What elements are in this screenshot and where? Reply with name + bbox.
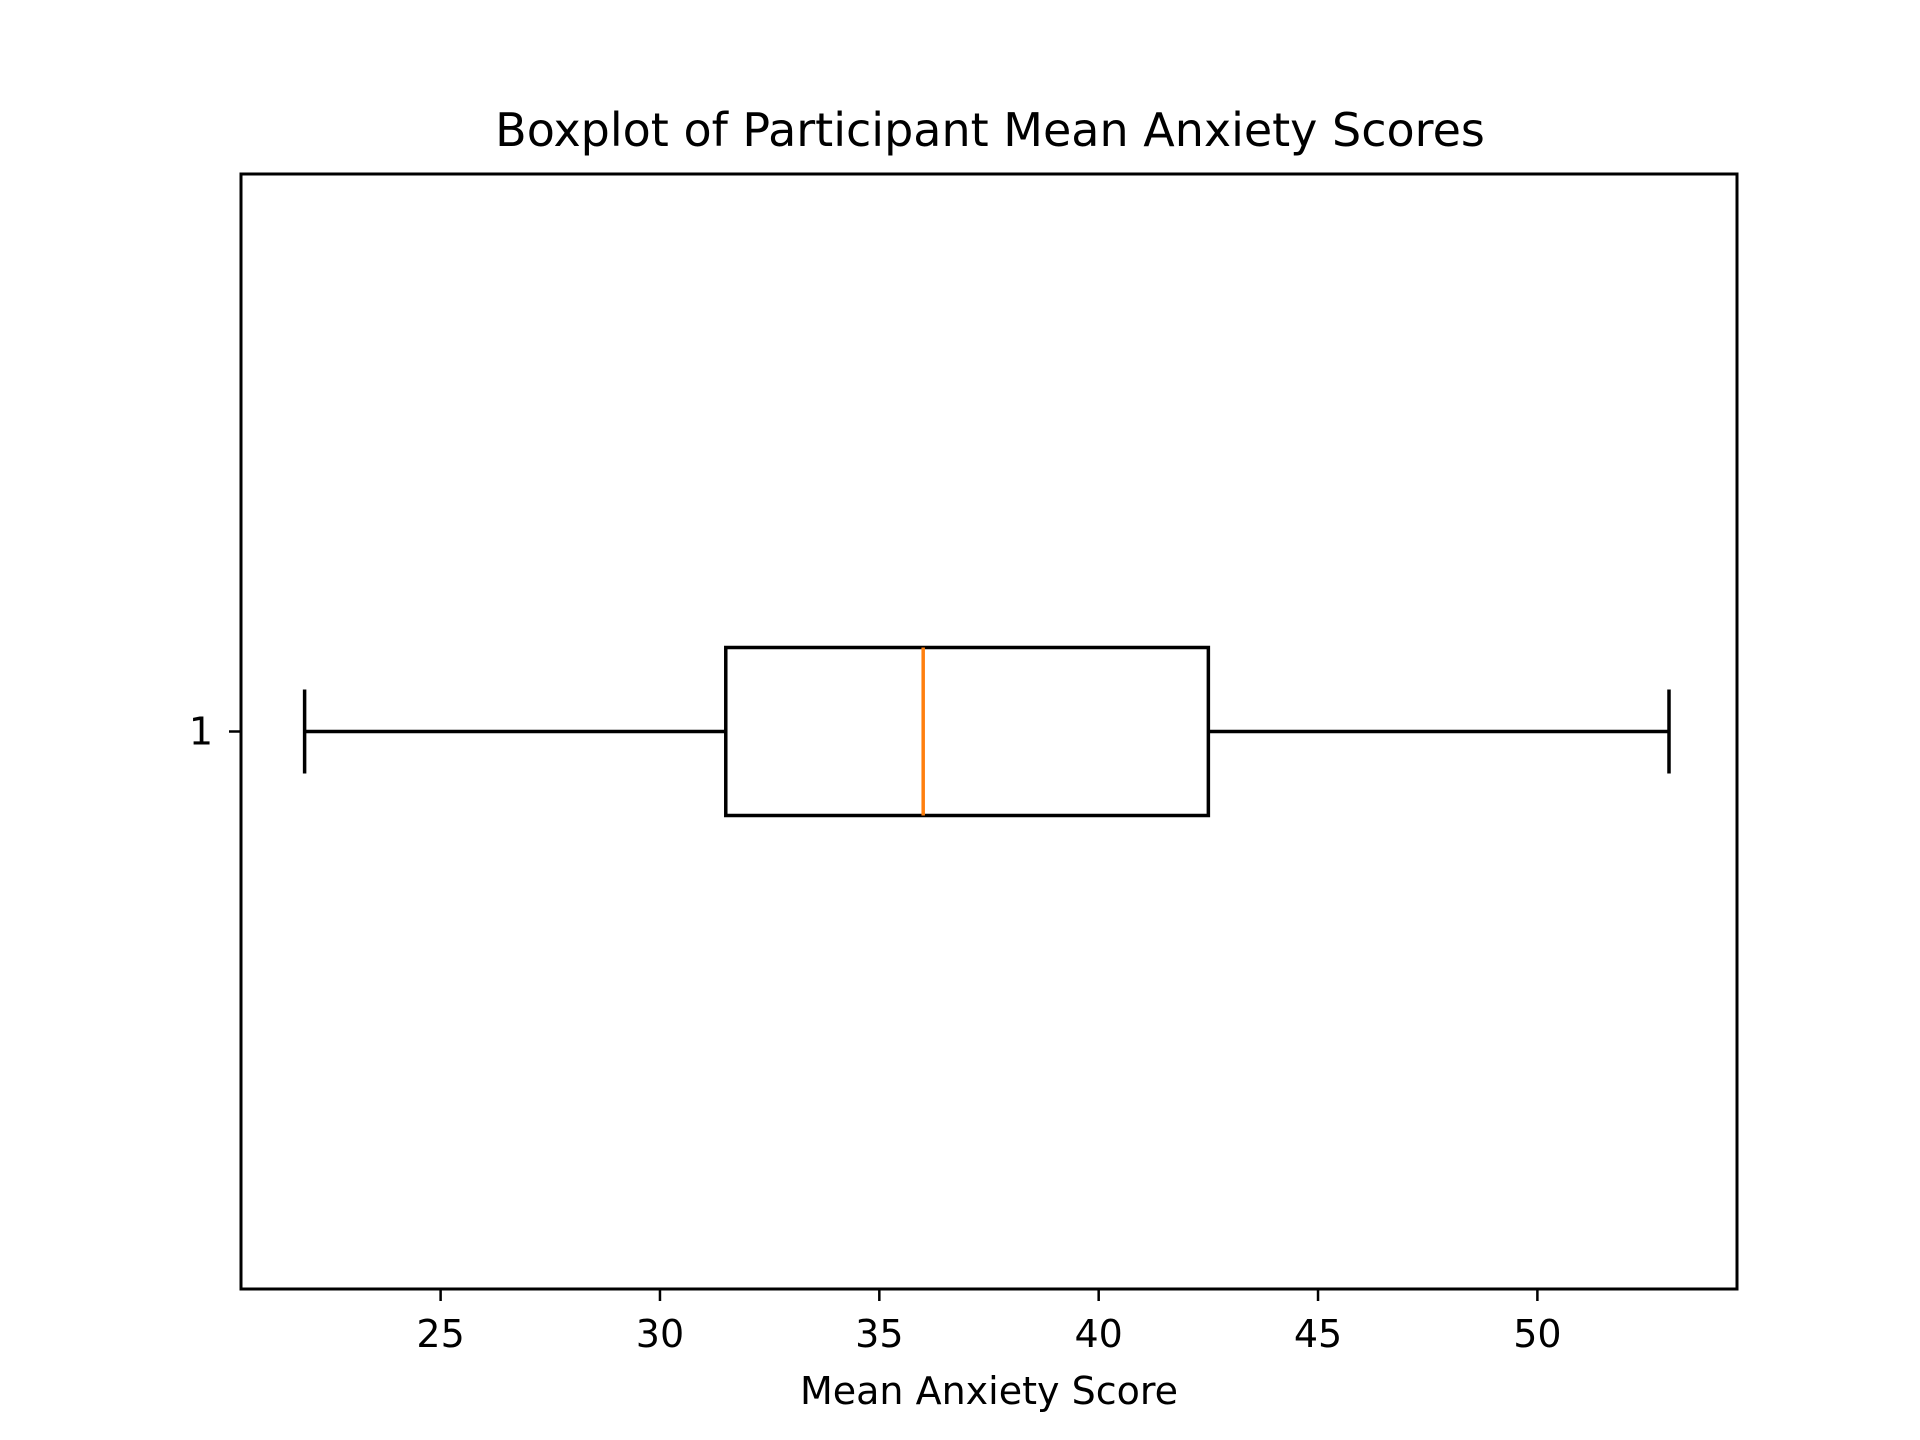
x-tick-label: 35 xyxy=(855,1312,903,1356)
plot-area xyxy=(302,645,1671,818)
x-axis-label: Mean Anxiety Score xyxy=(800,1369,1178,1413)
x-tick-label: 50 xyxy=(1513,1312,1561,1356)
x-tick-label: 25 xyxy=(416,1312,464,1356)
chart-title: Boxplot of Participant Mean Anxiety Scor… xyxy=(495,103,1485,157)
x-tick-label: 45 xyxy=(1294,1312,1342,1356)
y-tick-label: 1 xyxy=(189,710,213,754)
x-tick-label: 30 xyxy=(636,1312,684,1356)
x-axis: 25 30 35 40 45 50 xyxy=(416,1289,1562,1356)
iqr-box xyxy=(724,645,1211,818)
y-axis: 1 xyxy=(189,710,241,754)
x-tick-label: 40 xyxy=(1074,1312,1122,1356)
